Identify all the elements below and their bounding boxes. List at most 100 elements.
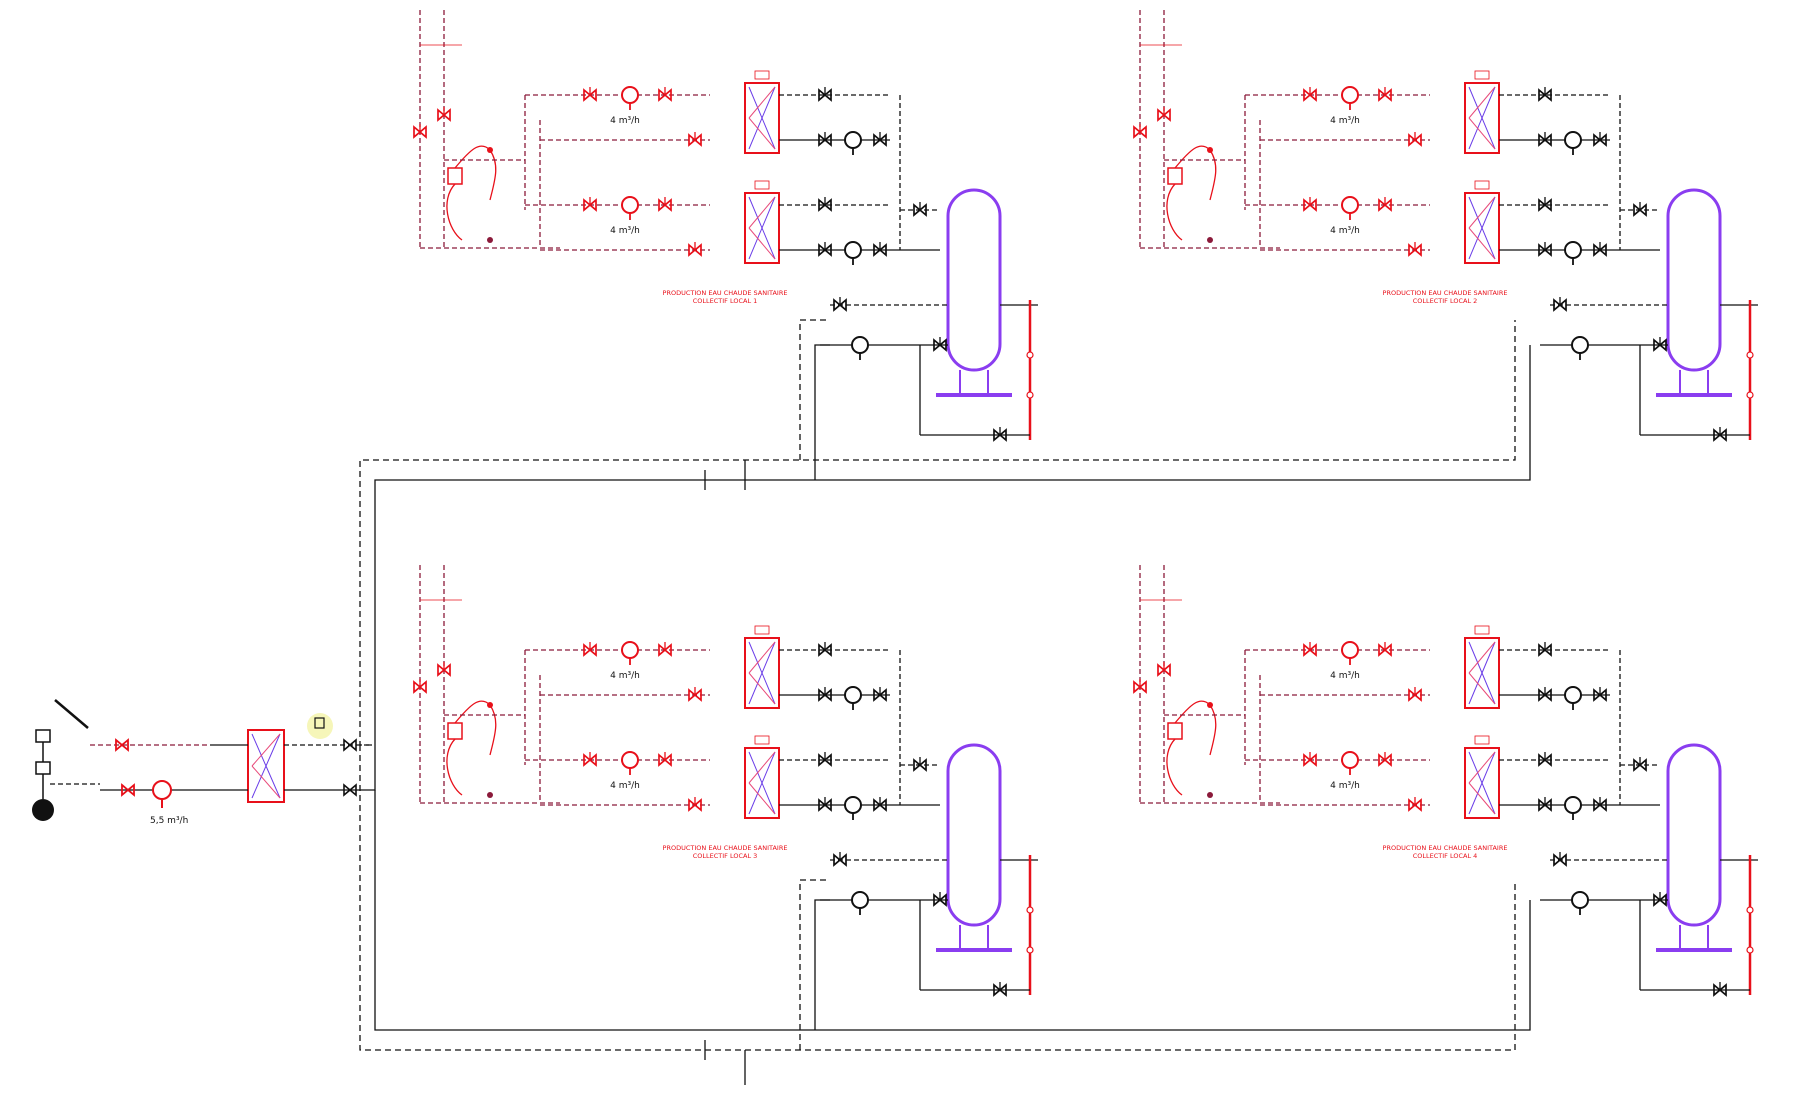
exchanger-tag [754, 735, 770, 745]
valve-icon [658, 197, 672, 212]
pump-icon [844, 131, 862, 155]
control-valve-box [447, 722, 463, 740]
valve-icon [873, 797, 887, 812]
modules-layer: 4 m³/h 4 m³/h PRODUCTION EAU CHAUDE SANITA… [413, 10, 1758, 997]
valve-icon [688, 132, 702, 147]
module-caption: COLLECTIF LOCAL 3 [693, 852, 758, 860]
source-pump-icon [152, 780, 172, 800]
heat-exchanger [744, 70, 780, 154]
valve-icon [688, 797, 702, 812]
valve-icon [1593, 242, 1607, 257]
valve-icon [1593, 687, 1607, 702]
outlet-valve-bottom [343, 783, 357, 797]
meter-box [35, 729, 51, 743]
exchanger-tag [754, 180, 770, 190]
distribution-loops [359, 319, 1531, 1085]
valve-icon [1538, 687, 1552, 702]
instrument-dot [1026, 946, 1034, 954]
meter-box-lower [35, 761, 51, 775]
instrument-dot [1746, 391, 1754, 399]
source-flow-label: 5,5 m³/h [150, 816, 188, 826]
valve-icon [818, 87, 832, 102]
heat-exchanger [744, 735, 780, 819]
valve-icon [818, 197, 832, 212]
valve-icon [583, 87, 597, 102]
pump-icon [1571, 891, 1589, 915]
flow-label: 4 m³/h [1330, 671, 1360, 681]
valve-icon [993, 982, 1007, 997]
valve-icon [413, 679, 427, 694]
valve-icon [1408, 242, 1422, 257]
valve-icon [1538, 797, 1552, 812]
valve-icon [913, 202, 927, 217]
valve-icon [1538, 132, 1552, 147]
instrument-dot [1026, 906, 1034, 914]
exchanger-tag [1474, 70, 1490, 80]
valve-icon [913, 757, 927, 772]
valve-icon [1408, 687, 1422, 702]
heat-exchanger [1464, 735, 1500, 819]
flow-label: 4 m³/h [610, 671, 640, 681]
valve-icon [1538, 87, 1552, 102]
valve-icon [1303, 197, 1317, 212]
instrument-dot [1746, 946, 1754, 954]
module-2: 4 m³/h 4 m³/h PRODUCTION EAU CHAUDE SANITA… [1133, 10, 1758, 442]
sensor-dot [487, 702, 493, 708]
valve-icon [437, 107, 451, 122]
outlet-valve-top [343, 738, 357, 752]
flow-label: 4 m³/h [610, 226, 640, 236]
valve-icon [1157, 662, 1171, 677]
sensor-dot [487, 147, 493, 153]
pump-icon [1571, 336, 1589, 360]
valve-icon [1713, 982, 1727, 997]
instrument-dot [1746, 351, 1754, 359]
pump-icon [621, 86, 639, 110]
valve-icon [688, 687, 702, 702]
module-caption: PRODUCTION EAU CHAUDE SANITAIRE [1383, 289, 1508, 297]
sensor-dot [487, 792, 493, 798]
valve-icon [1553, 297, 1567, 312]
valve-icon [1593, 797, 1607, 812]
heat-exchanger [1464, 70, 1500, 154]
module-caption: COLLECTIF LOCAL 2 [1413, 297, 1478, 305]
pump-icon [1341, 196, 1359, 220]
instrument-box [314, 717, 325, 729]
pump-icon [621, 641, 639, 665]
flow-label: 4 m³/h [1330, 116, 1360, 126]
valve-icon [818, 242, 832, 257]
valve-icon [933, 337, 947, 352]
valve-icon [658, 752, 672, 767]
sensor-dot [1207, 147, 1213, 153]
control-valve-box [447, 167, 463, 185]
valve-icon [818, 132, 832, 147]
pump-icon [851, 336, 869, 360]
pump-icon [1564, 796, 1582, 820]
valve-icon [818, 687, 832, 702]
module-3: 4 m³/h 4 m³/h PRODUCTION EAU CHAUDE SANITA… [413, 565, 1038, 997]
valve-icon [833, 852, 847, 867]
exchanger-tag [1474, 625, 1490, 635]
flow-label: 4 m³/h [610, 781, 640, 791]
valve-icon [583, 197, 597, 212]
pump-icon [1341, 86, 1359, 110]
valve-icon [1133, 679, 1147, 694]
sensor-dot [1207, 702, 1213, 708]
valve-icon [1538, 242, 1552, 257]
source-plant: 5,5 m³/h [32, 699, 372, 826]
pump-icon [844, 686, 862, 710]
source-valve-top [115, 738, 129, 752]
valve-icon [413, 124, 427, 139]
valve-icon [1133, 124, 1147, 139]
pump-icon [844, 241, 862, 265]
storage-tank [1666, 188, 1722, 372]
pump-icon [1341, 641, 1359, 665]
instrument-dot [1026, 391, 1034, 399]
flow-label: 4 m³/h [610, 116, 640, 126]
module-caption: PRODUCTION EAU CHAUDE SANITAIRE [663, 289, 788, 297]
module-caption: PRODUCTION EAU CHAUDE SANITAIRE [1383, 844, 1508, 852]
module-1: 4 m³/h 4 m³/h PRODUCTION EAU CHAUDE SANITA… [413, 10, 1038, 442]
source-valve-bottom [121, 783, 135, 797]
module-caption: COLLECTIF LOCAL 4 [1413, 852, 1478, 860]
valve-icon [1303, 752, 1317, 767]
pump-icon [1564, 131, 1582, 155]
